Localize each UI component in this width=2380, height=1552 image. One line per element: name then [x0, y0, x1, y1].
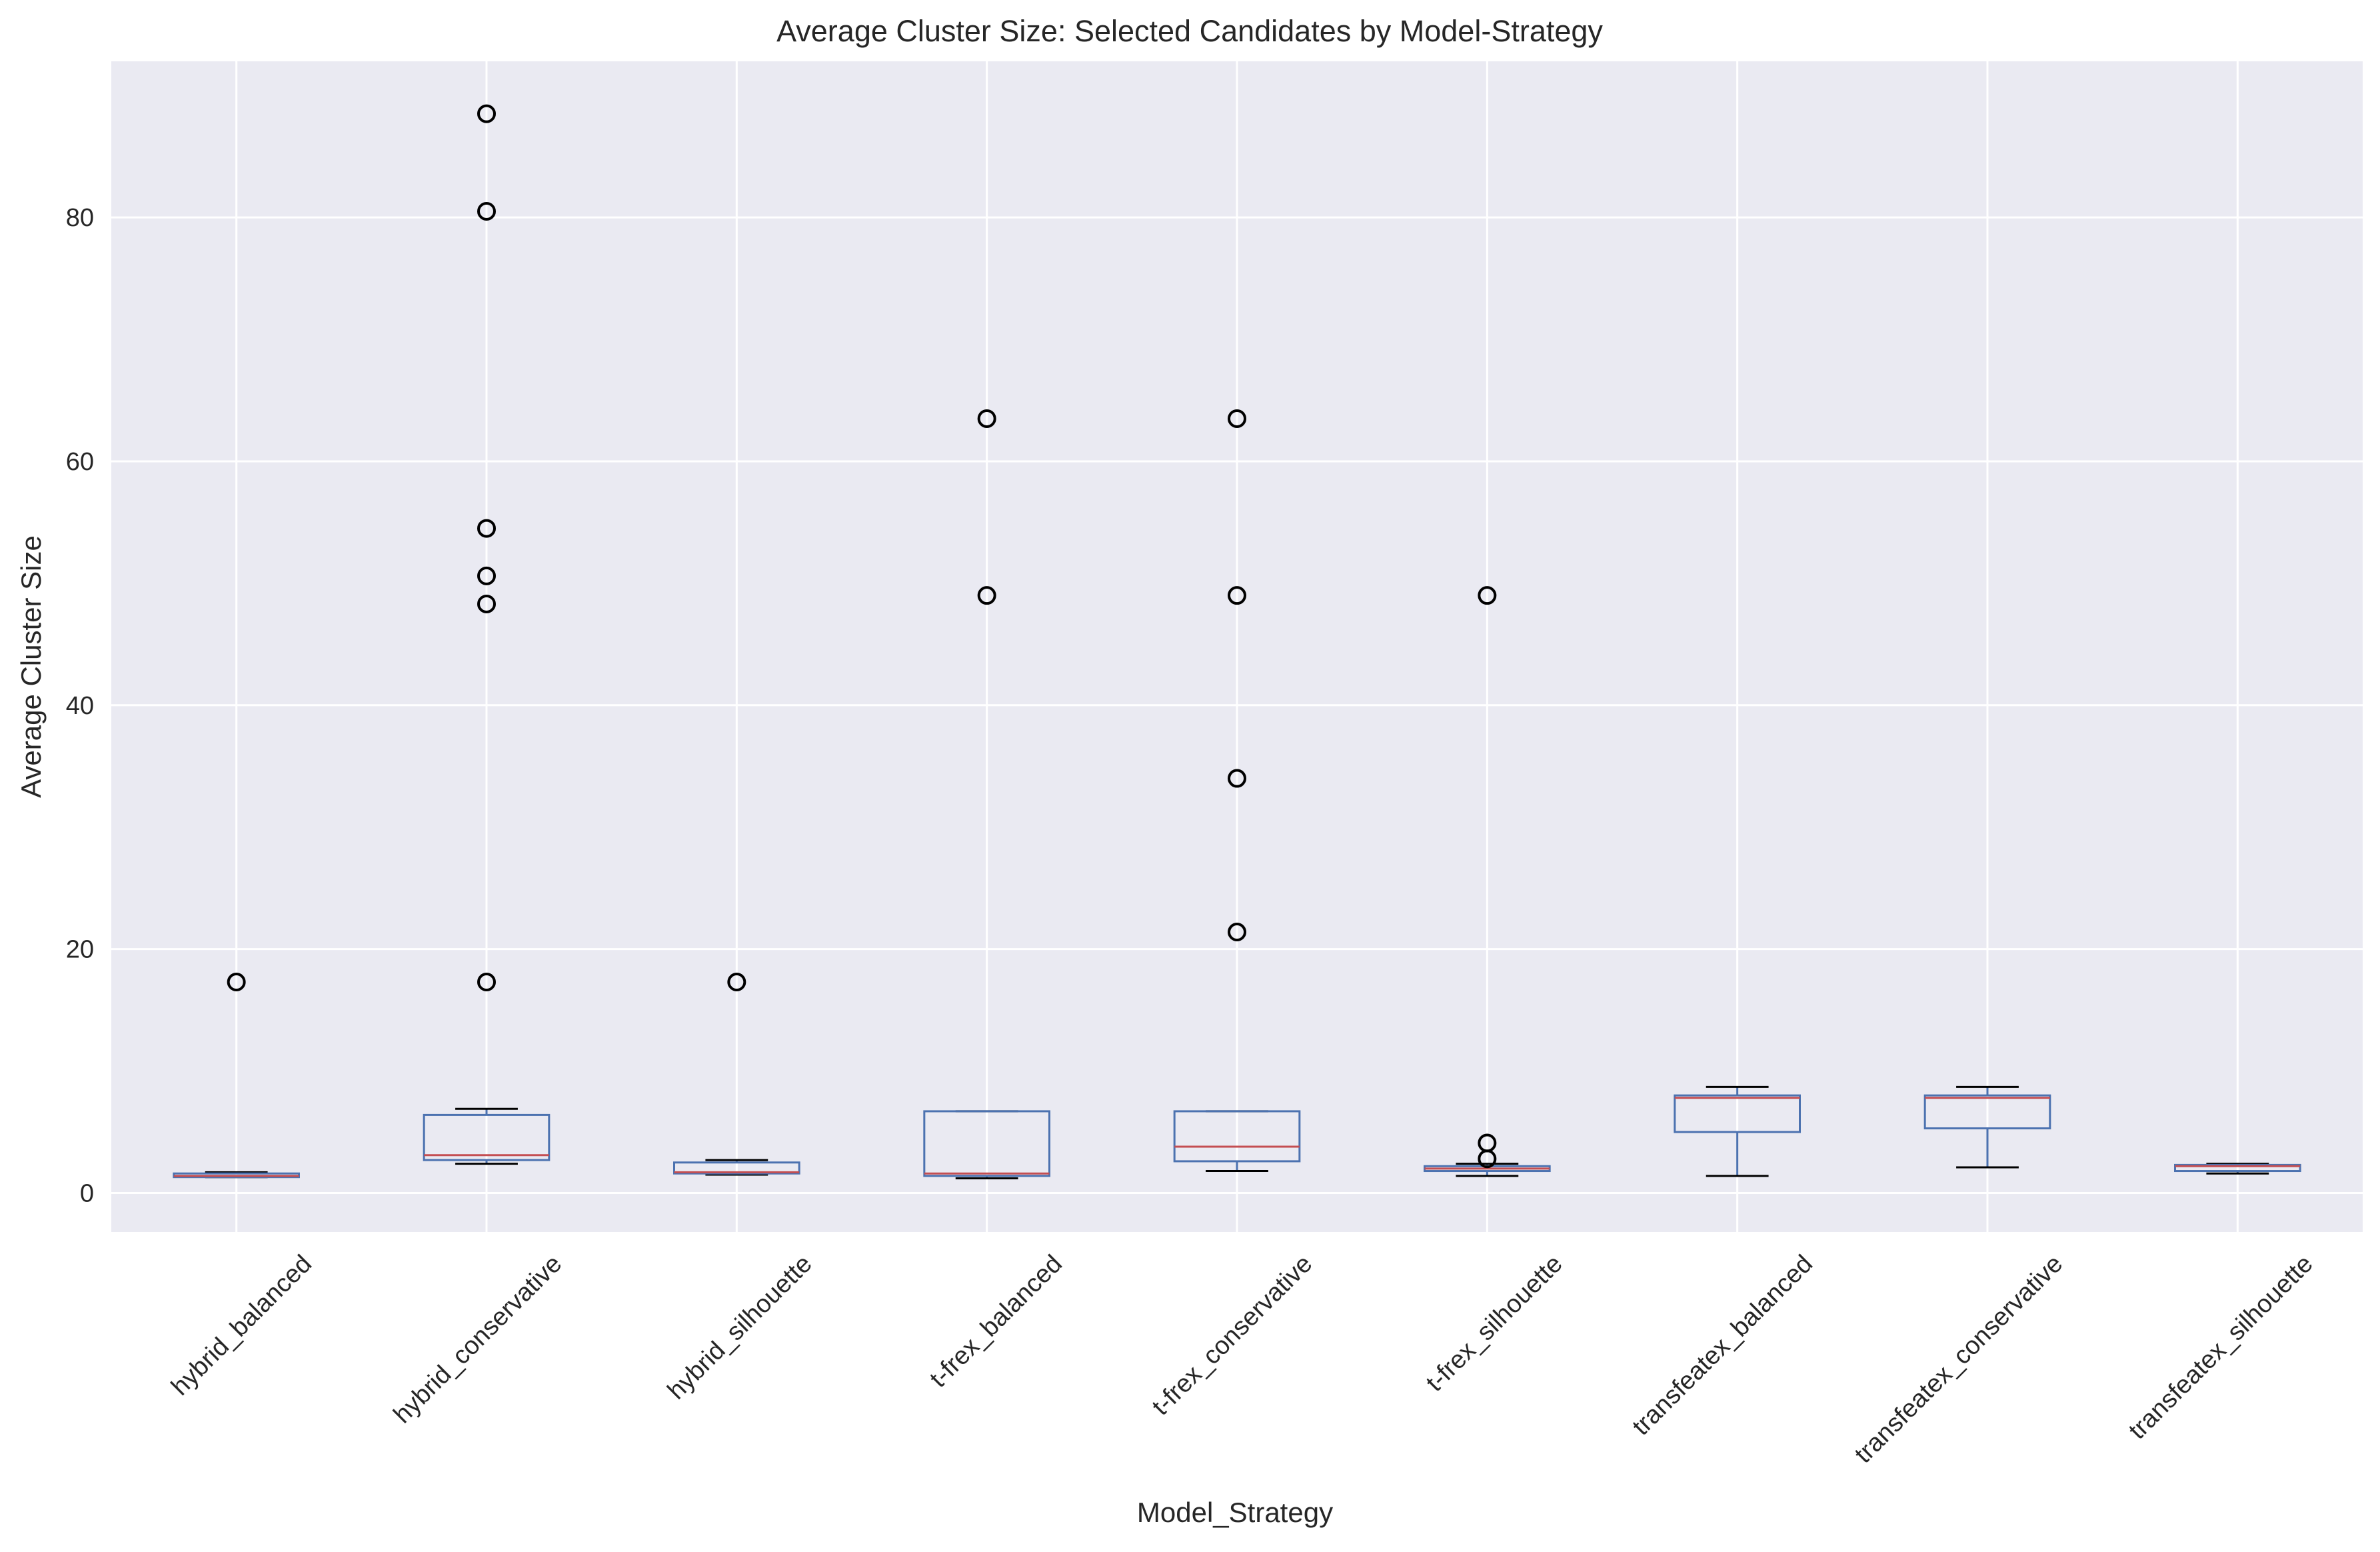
- outlier-point: [1228, 409, 1246, 428]
- outlier-point: [1228, 769, 1246, 788]
- outlier-point: [1228, 923, 1246, 942]
- box-group-hybrid_conservative: [423, 104, 551, 1165]
- box-group-t-frex_conservative: [1173, 409, 1301, 1173]
- y-tick-label: 0: [80, 1179, 94, 1207]
- y-tick-label: 60: [66, 448, 94, 476]
- box-iqr: [673, 1161, 800, 1175]
- x-tick-label: hybrid_silhouette: [662, 1250, 818, 1405]
- box-series: [173, 104, 2301, 1180]
- outlier-point: [477, 566, 496, 585]
- x-tick-label: t-frex_silhouette: [1421, 1250, 1568, 1397]
- box-iqr: [1923, 1094, 2051, 1130]
- x-tick-labels: hybrid_balanced hybrid_conservative hybrid…: [166, 1250, 2319, 1469]
- outlier-point: [727, 973, 746, 992]
- grid-lines: [111, 61, 2363, 1232]
- outlier-point: [1228, 586, 1246, 605]
- box-group-transfeatex_silhouette: [2174, 1163, 2301, 1175]
- box-iqr: [423, 1113, 551, 1161]
- y-tick-label: 20: [66, 936, 94, 964]
- box-group-transfeatex_balanced: [1674, 1085, 1801, 1177]
- x-axis-label: Model_Strategy: [1137, 1497, 1333, 1528]
- y-tick-labels: 0 20 40 60 80: [66, 204, 94, 1207]
- y-tick-label: 80: [66, 204, 94, 232]
- y-axis-label: Average Cluster Size: [15, 535, 47, 798]
- outlier-point: [477, 594, 496, 613]
- x-tick-label: hybrid_balanced: [166, 1250, 317, 1401]
- outlier-point: [477, 104, 496, 123]
- chart-title: Average Cluster Size: Selected Candidate…: [776, 14, 1603, 48]
- x-tick-label: hybrid_conservative: [389, 1250, 568, 1429]
- box-iqr: [923, 1110, 1051, 1177]
- box-iqr: [1674, 1094, 1801, 1133]
- outlier-point: [477, 201, 496, 221]
- outlier-point: [1478, 586, 1497, 605]
- outlier-point: [977, 409, 996, 428]
- y-tick-label: 40: [66, 692, 94, 720]
- outlier-point: [477, 973, 496, 992]
- x-tick-label: t-frex_balanced: [924, 1250, 1068, 1393]
- box-group-t-frex_silhouette: [1424, 586, 1551, 1177]
- outlier-point: [1478, 1133, 1497, 1153]
- outlier-point: [977, 586, 996, 605]
- box-iqr: [1173, 1110, 1301, 1163]
- x-tick-label: transfeatex_silhouette: [2123, 1250, 2319, 1445]
- box-group-hybrid_silhouette: [673, 973, 800, 1176]
- outlier-point: [227, 973, 246, 992]
- box-group-transfeatex_conservative: [1923, 1085, 2051, 1169]
- x-tick-label: t-frex_conservative: [1147, 1250, 1318, 1421]
- x-tick-label: transfeatex_conservative: [1849, 1250, 2068, 1469]
- x-tick-label: transfeatex_balanced: [1627, 1250, 1818, 1441]
- box-iqr: [2174, 1163, 2301, 1173]
- outlier-point: [477, 519, 496, 538]
- box-group-hybrid_balanced: [173, 973, 301, 1179]
- box-group-t-frex_balanced: [923, 409, 1051, 1180]
